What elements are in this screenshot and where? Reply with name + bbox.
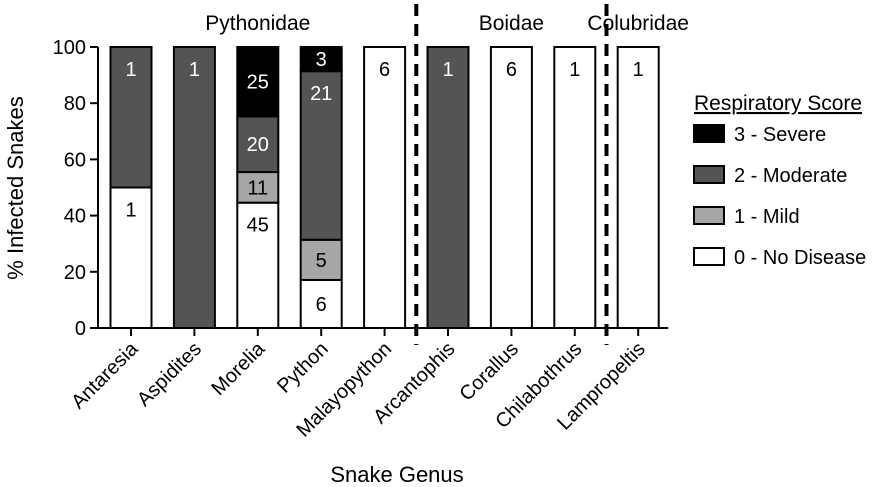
legend-swatch [693, 206, 725, 225]
bar-segment [616, 46, 660, 329]
bar-data-label: 6 [506, 59, 517, 81]
family-label: Pythonidae [205, 12, 310, 35]
bar-segment [172, 46, 216, 329]
bar-segment [299, 238, 343, 281]
legend-title: Respiratory Score [694, 92, 862, 115]
x-axis-title: Snake Genus [330, 462, 463, 487]
bar-data-label: 3 [316, 49, 327, 71]
bar-segment [109, 46, 153, 189]
family-label: Colubridae [587, 12, 689, 35]
bar-segment [553, 46, 597, 329]
legend-label: 1 - Mild [734, 206, 800, 228]
bar-segment [236, 171, 280, 204]
bar-segment [236, 115, 280, 174]
legend-label: 3 - Severe [734, 124, 826, 146]
legend-label: 0 - No Disease [734, 247, 866, 269]
legend-swatch [693, 124, 725, 143]
bar-data-label: 20 [247, 134, 269, 156]
bar-segment [299, 278, 343, 330]
legend-swatch [693, 247, 725, 266]
bar-data-label: 21 [310, 83, 332, 105]
y-tick-label: 80 [64, 93, 86, 115]
bar-segment [489, 46, 533, 329]
bar-segment [299, 70, 343, 241]
bar-segment [426, 46, 470, 329]
y-tick-label: 40 [64, 206, 86, 228]
bar-data-label: 6 [379, 59, 390, 81]
bar-data-label: 5 [316, 250, 327, 272]
y-tick-label: 0 [75, 318, 86, 340]
bar-segment [363, 46, 407, 329]
bar-data-label: 1 [189, 59, 200, 81]
x-tick-label: Python [273, 338, 333, 398]
bar-segment [109, 186, 153, 329]
y-tick-label: 100 [53, 37, 86, 59]
bar-data-label: 1 [442, 59, 453, 81]
bar-data-label: 45 [247, 215, 269, 237]
x-tick-label: Antaresia [67, 337, 143, 413]
x-tick-label: Morelia [207, 337, 270, 400]
family-label: Boidae [479, 12, 544, 35]
legend-swatch [693, 165, 725, 184]
bar-data-label: 1 [569, 59, 580, 81]
bar-segment [236, 46, 280, 118]
y-tick-label: 60 [64, 149, 86, 171]
y-tick-label: 20 [64, 262, 86, 284]
bar-data-label: 6 [316, 294, 327, 316]
bar-data-label: 25 [247, 72, 269, 94]
bar-data-label: 1 [125, 200, 136, 222]
bar-data-label: 1 [633, 59, 644, 81]
x-tick-label: Aspidites [133, 338, 206, 411]
bar-segment [299, 46, 343, 73]
legend-label: 2 - Moderate [734, 165, 847, 187]
bar-data-label: 11 [247, 177, 268, 199]
y-axis-title: % Infected Snakes [3, 96, 28, 279]
bar-data-label: 1 [125, 59, 136, 81]
